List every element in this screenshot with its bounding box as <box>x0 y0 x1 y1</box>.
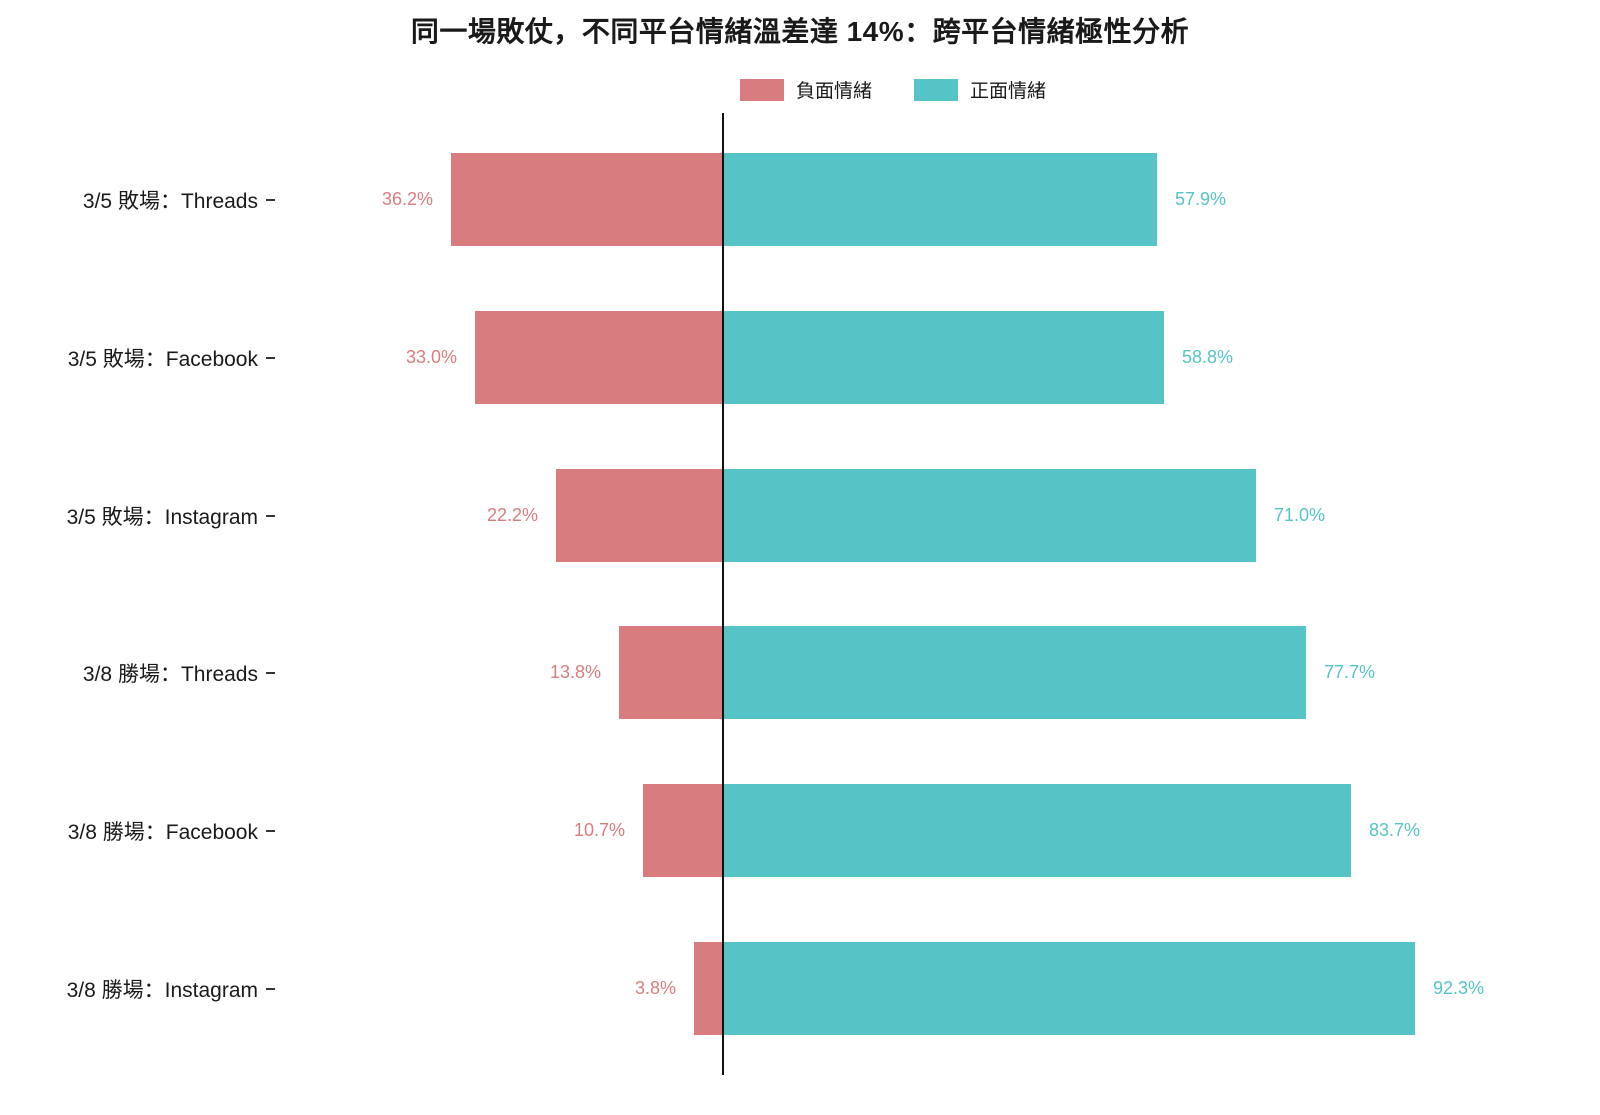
category-label: 3/8 勝場：Threads <box>82 662 258 686</box>
y-axis-tick <box>266 987 275 990</box>
negative-value-label: 3.8% <box>634 978 676 998</box>
negative-value-label: 13.8% <box>549 662 601 682</box>
category-label: 3/5 敗場：Instagram <box>66 505 258 529</box>
legend-item-positive: 正面情緒 <box>914 76 1046 103</box>
chart-row: 3/5 敗場：Facebook 33.0% 58.8% <box>0 311 1600 404</box>
positive-bar <box>723 942 1415 1035</box>
positive-value-label: 57.9% <box>1175 189 1227 209</box>
negative-bar <box>643 784 723 877</box>
category-label: 3/8 勝場：Instagram <box>66 978 258 1002</box>
y-axis-tick <box>266 829 275 832</box>
y-axis-tick <box>266 671 275 674</box>
positive-value-label: 83.7% <box>1369 820 1421 840</box>
negative-bar <box>619 626 723 719</box>
y-axis-tick <box>266 356 275 359</box>
category-label: 3/5 敗場：Facebook <box>67 347 258 371</box>
chart-title: 同一場敗仗，不同平台情緒溫差達 14%：跨平台情緒極性分析 <box>410 16 1190 47</box>
chart-row: 3/5 敗場：Threads 36.2% 57.9% <box>0 153 1600 246</box>
negative-value-label: 10.7% <box>573 820 625 840</box>
positive-bar <box>723 784 1351 877</box>
chart-row: 3/8 勝場：Instagram 3.8% 92.3% <box>0 942 1600 1035</box>
negative-bar <box>694 942 723 1035</box>
positive-value-label: 58.8% <box>1182 347 1234 367</box>
legend-swatch-positive <box>914 78 959 101</box>
category-label: 3/5 敗場：Threads <box>82 189 258 213</box>
chart-row: 3/8 勝場：Facebook 10.7% 83.7% <box>0 784 1600 877</box>
zero-axis-line <box>722 113 724 1075</box>
legend-swatch-negative <box>740 78 784 101</box>
negative-bar <box>475 311 723 404</box>
positive-value-label: 77.7% <box>1324 662 1376 682</box>
positive-bar <box>723 311 1164 404</box>
negative-bar <box>556 469 723 562</box>
positive-value-label: 71.0% <box>1274 505 1326 525</box>
legend-label-positive: 正面情緒 <box>970 81 1047 102</box>
chart-row: 3/8 勝場：Threads 13.8% 77.7% <box>0 626 1600 719</box>
positive-value-label: 92.3% <box>1433 978 1485 998</box>
negative-value-label: 36.2% <box>381 189 433 209</box>
legend: 負面情緒 正面情緒 <box>740 76 1046 103</box>
category-label: 3/8 勝場：Facebook <box>67 820 258 844</box>
negative-value-label: 33.0% <box>405 347 457 367</box>
chart-row: 3/5 敗場：Instagram 22.2% 71.0% <box>0 469 1600 562</box>
legend-item-negative: 負面情緒 <box>740 76 872 103</box>
positive-bar <box>723 469 1256 562</box>
negative-value-label: 22.2% <box>486 505 538 525</box>
y-axis-tick <box>266 198 275 201</box>
legend-label-negative: 負面情緒 <box>796 81 873 102</box>
positive-bar <box>723 626 1306 719</box>
y-axis-tick <box>266 514 275 517</box>
positive-bar <box>723 153 1157 246</box>
negative-bar <box>451 153 723 246</box>
